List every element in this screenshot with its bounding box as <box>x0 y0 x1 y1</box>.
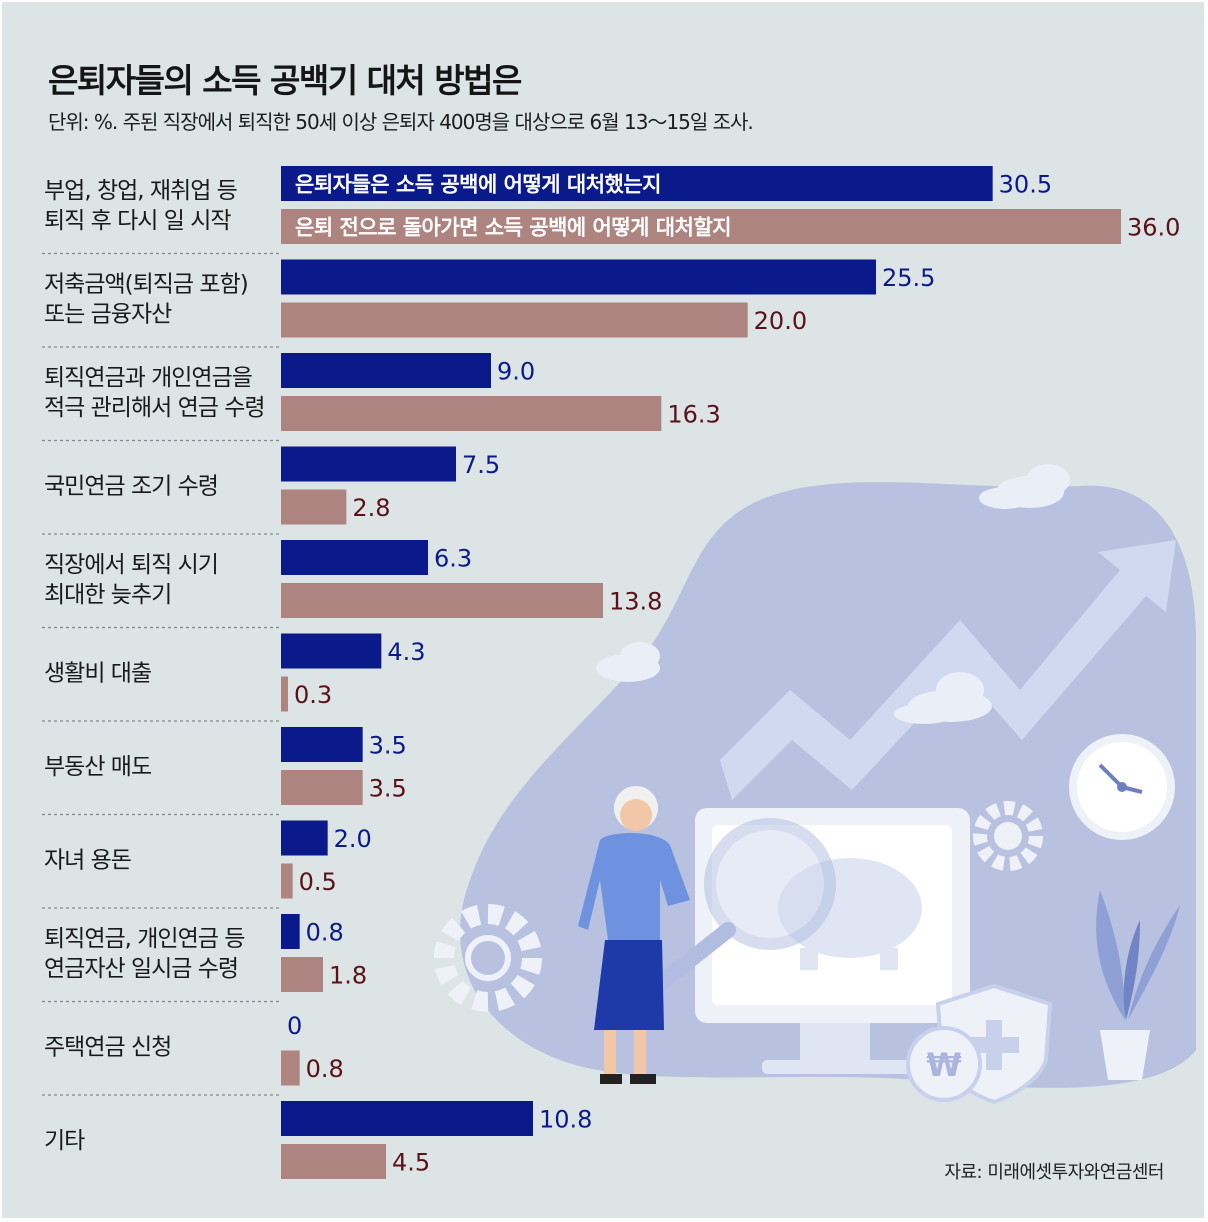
bar-hypothetical <box>281 770 363 805</box>
data-label: 3.5 <box>369 775 407 803</box>
data-label: 0 <box>287 1012 302 1040</box>
bar-actual <box>281 446 456 482</box>
bar-hypothetical <box>281 209 1121 244</box>
category-label: 직장에서 퇴직 시기 <box>44 552 218 578</box>
data-label: 2.8 <box>352 494 390 522</box>
data-label: 4.3 <box>387 638 425 666</box>
magnifying-glass-icon <box>644 818 836 998</box>
data-label: 0.8 <box>306 919 344 947</box>
legend-label: 은퇴 전으로 돌아가면 소득 공백에 어떻게 대처할지 <box>295 216 731 240</box>
chart-row: 주택연금 신청 00.8 <box>42 1012 344 1096</box>
gear-icon <box>434 904 542 1012</box>
data-label: 20.0 <box>754 307 807 335</box>
bar-actual <box>281 353 491 388</box>
category-label: 저축금액(퇴직금 포함) <box>44 272 248 298</box>
bar-hypothetical <box>281 1144 386 1179</box>
source-note: 자료: 미래에셋투자와연금센터 <box>944 1162 1164 1183</box>
data-label: 25.5 <box>882 264 935 292</box>
chart-subtitle: 단위: %. 주된 직장에서 퇴직한 50세 이상 은퇴자 400명을 대상으로… <box>48 110 754 134</box>
data-label: 30.5 <box>999 171 1052 199</box>
bar-actual <box>281 727 363 762</box>
clock-icon <box>1069 734 1175 840</box>
chart-title: 은퇴자들의 소득 공백기 대처 방법은 <box>48 61 522 100</box>
category-label: 부동산 매도 <box>44 754 151 780</box>
bar-hypothetical <box>281 1050 300 1086</box>
bar-hypothetical <box>281 396 662 431</box>
category-label: 연금자산 일시금 수령 <box>44 956 238 982</box>
category-label: 부업, 창업, 재취업 등 <box>44 178 237 204</box>
elderly-woman-figure <box>578 786 690 1084</box>
data-label: 0.3 <box>294 681 332 709</box>
bar-actual <box>281 633 382 669</box>
bar-hypothetical <box>281 302 748 338</box>
data-label: 7.5 <box>462 451 500 479</box>
bar-hypothetical <box>281 676 288 712</box>
legend-label: 은퇴자들은 소득 공백에 어떻게 대처했는지 <box>295 173 661 197</box>
chart-row: 기타 10.8 4.5 <box>44 1101 592 1179</box>
bar-hypothetical <box>281 863 293 899</box>
data-label: 1.8 <box>329 962 367 990</box>
data-label: 13.8 <box>609 588 662 616</box>
chart-row: 국민연금 조기 수령 7.5 2.8 <box>42 446 500 535</box>
category-label: 퇴직연금과 개인연금을 <box>44 365 252 391</box>
bar-actual <box>281 166 993 201</box>
bar-actual <box>281 259 876 295</box>
data-label: 2.0 <box>334 825 372 853</box>
bar-hypothetical <box>281 489 347 525</box>
category-label: 국민연금 조기 수령 <box>44 474 218 500</box>
category-label: 또는 금융자산 <box>44 302 172 328</box>
category-label: 생활비 대출 <box>44 661 151 687</box>
category-label: 퇴직연금, 개인연금 등 <box>44 926 244 952</box>
gear-icon <box>973 801 1043 871</box>
bar-actual <box>281 540 428 575</box>
chart-row: 부업, 창업, 재취업 등퇴직 후 다시 일 시작 30.5 은퇴자들은 소득 공백… <box>42 166 1180 255</box>
data-label: 0.8 <box>306 1055 344 1083</box>
data-label: 0.5 <box>299 868 337 896</box>
data-label: 10.8 <box>539 1106 592 1134</box>
data-label: 16.3 <box>667 401 720 429</box>
cloud-icon <box>596 642 660 682</box>
data-label: 6.3 <box>434 545 472 573</box>
growth-arrow-icon <box>720 540 1176 800</box>
data-label: 3.5 <box>369 732 407 760</box>
category-label: 주택연금 신청 <box>44 1035 171 1061</box>
data-label: 9.0 <box>497 358 535 386</box>
category-label: 적극 관리해서 연금 수령 <box>44 395 265 421</box>
bar-hypothetical <box>281 957 323 992</box>
bar-actual <box>281 820 328 856</box>
chart-row: 저축금액(퇴직금 포함) 또는 금융자산 25.5 20.0 <box>42 259 935 348</box>
won-coin-icon: ₩ <box>906 1026 982 1102</box>
cloud-icon <box>894 672 992 724</box>
retirement-illustration: ₩ <box>434 464 1196 1105</box>
chart-row: 자녀 용돈 2.0 0.5 <box>42 820 372 909</box>
category-label: 퇴직 후 다시 일 시작 <box>44 208 231 234</box>
svg-text:₩: ₩ <box>926 1046 961 1084</box>
category-label: 기타 <box>44 1128 85 1154</box>
bar-actual <box>281 1101 533 1136</box>
bar-actual <box>281 914 300 949</box>
chart-row: 부동산 매도 3.5 3.5 <box>42 727 407 816</box>
bar-hypothetical <box>281 583 603 618</box>
data-label: 4.5 <box>392 1149 430 1177</box>
category-label: 최대한 늦추기 <box>44 582 171 608</box>
plant-icon <box>1096 890 1180 1080</box>
category-label: 자녀 용돈 <box>44 848 131 874</box>
chart-row: 생활비 대출 4.3 0.3 <box>42 633 426 722</box>
data-label: 36.0 <box>1127 214 1180 242</box>
cloud-icon <box>979 464 1070 509</box>
